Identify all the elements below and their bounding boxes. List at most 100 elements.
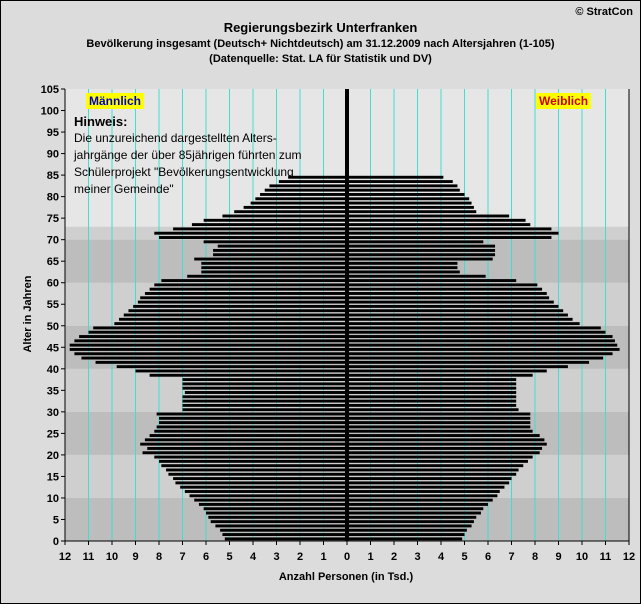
note-line: Schülerprojekt "Bevölkerungsentwicklung <box>74 165 294 179</box>
x-tick-label: 6 <box>203 551 209 563</box>
bar-male <box>222 533 347 536</box>
bar-male <box>201 270 347 274</box>
bar-female <box>347 313 568 317</box>
chart-title: Regierungsbezirk Unterfranken <box>223 20 418 35</box>
bar-female <box>347 283 538 287</box>
bar-female <box>347 227 552 231</box>
bar-female <box>347 382 517 386</box>
bar-male <box>255 197 347 201</box>
y-tick-label: 85 <box>47 170 59 182</box>
bar-female <box>347 365 568 369</box>
bar-female <box>347 231 559 235</box>
x-tick-label: 8 <box>532 551 538 563</box>
y-axis-label: Alter in Jahren <box>22 275 34 353</box>
bar-male <box>182 408 347 412</box>
bar-male <box>180 485 347 489</box>
bar-male <box>116 365 347 369</box>
bar-male <box>135 369 347 373</box>
x-axis-label: Anzahl Personen (in Tsd.) <box>278 571 414 583</box>
bar-female <box>347 304 559 308</box>
copyright-label: © StratCon <box>575 6 633 18</box>
x-tick-label: 2 <box>297 551 303 563</box>
bar-male <box>159 421 347 425</box>
bar-male <box>156 425 347 429</box>
bar-male <box>243 205 347 209</box>
bar-female <box>347 408 519 412</box>
bar-male <box>154 429 347 433</box>
bar-male <box>217 244 347 248</box>
bar-female <box>347 270 460 274</box>
bar-male <box>79 335 347 338</box>
x-tick-label: 4 <box>250 551 257 563</box>
x-tick-label: 5 <box>226 551 232 563</box>
chart-source: (Datenquelle: Stat. LA für Statistik und… <box>209 53 432 65</box>
bar-female <box>347 317 573 321</box>
bar-female <box>347 193 465 196</box>
y-tick-label: 30 <box>47 407 59 419</box>
bar-male <box>166 468 347 472</box>
bar-female <box>347 218 526 222</box>
bar-female <box>347 459 528 463</box>
bar-female <box>347 210 477 214</box>
bar-female <box>347 429 533 433</box>
y-tick-label: 10 <box>47 493 59 505</box>
x-tick-label: 8 <box>156 551 162 563</box>
bar-male <box>182 378 347 382</box>
bar-male <box>213 253 347 257</box>
bar-male <box>213 248 347 252</box>
bar-male <box>222 214 347 218</box>
note-line: jahrgänge der über 85jährigen führten zu… <box>74 148 302 162</box>
bar-female <box>347 442 547 446</box>
bar-male <box>69 347 347 351</box>
bar-male <box>198 502 347 506</box>
bar-female <box>347 472 517 476</box>
bar-male <box>173 477 347 481</box>
bar-male <box>201 261 347 265</box>
y-tick-label: 55 <box>47 299 59 311</box>
bar-female <box>347 438 545 442</box>
bar-female <box>347 205 474 209</box>
bar-female <box>347 356 604 360</box>
bar-male <box>128 309 347 313</box>
bar-male <box>159 416 347 420</box>
bar-male <box>264 188 347 192</box>
x-tick-label: 7 <box>179 551 185 563</box>
bar-male <box>154 231 347 235</box>
bar-female <box>347 434 540 437</box>
bar-female <box>347 391 517 394</box>
bar-female <box>347 378 517 382</box>
y-tick-label: 0 <box>53 536 59 548</box>
bar-female <box>347 502 488 506</box>
bar-female <box>347 477 512 481</box>
bar-female <box>347 330 606 334</box>
bar-male <box>250 201 347 205</box>
bar-female <box>347 266 458 270</box>
bar-male <box>74 339 348 343</box>
bar-male <box>203 507 347 511</box>
bar-male <box>133 304 347 308</box>
x-tick-label: 12 <box>623 551 635 563</box>
bar-female <box>347 481 510 485</box>
bar-male <box>269 184 347 188</box>
bar-female <box>347 343 618 347</box>
bar-female <box>347 240 484 244</box>
x-tick-label: 6 <box>485 551 491 563</box>
bar-female <box>347 236 552 239</box>
bar-female <box>347 257 493 261</box>
bar-male <box>208 515 347 519</box>
bar-male <box>224 537 347 541</box>
bar-female <box>347 279 517 283</box>
bar-female <box>347 296 550 300</box>
bar-male <box>147 446 347 450</box>
bar-female <box>347 412 531 416</box>
bar-male <box>182 386 347 390</box>
bar-male <box>149 373 347 377</box>
bar-female <box>347 515 477 519</box>
bar-female <box>347 184 458 188</box>
bar-male <box>88 330 347 334</box>
bar-male <box>142 451 347 455</box>
center-axis <box>345 89 349 541</box>
bar-male <box>159 459 347 463</box>
bar-female <box>347 537 463 541</box>
bar-female <box>347 261 458 265</box>
